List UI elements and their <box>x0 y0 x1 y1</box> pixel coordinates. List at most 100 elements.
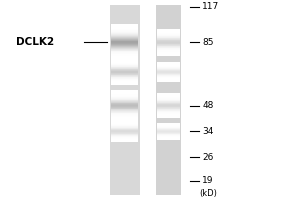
Bar <box>111 125 138 126</box>
Bar <box>111 65 138 66</box>
Bar <box>111 76 138 77</box>
Bar <box>111 134 138 135</box>
Bar <box>111 46 138 47</box>
Bar <box>158 55 180 56</box>
Bar <box>111 124 138 125</box>
Bar <box>158 104 180 105</box>
Bar <box>158 133 180 134</box>
Bar <box>111 53 138 54</box>
Bar <box>111 128 138 129</box>
Bar <box>111 45 138 46</box>
Bar <box>111 101 138 102</box>
Text: 48: 48 <box>202 101 214 110</box>
Bar <box>158 94 180 95</box>
Bar <box>158 47 180 48</box>
Bar <box>111 114 138 115</box>
Bar <box>111 60 138 61</box>
Bar <box>111 63 138 64</box>
Bar <box>111 121 138 122</box>
Bar <box>111 109 138 110</box>
Bar <box>158 106 180 107</box>
Bar <box>158 136 180 137</box>
Bar <box>158 69 180 70</box>
Bar <box>158 129 180 130</box>
Bar <box>158 51 180 52</box>
Bar <box>111 104 138 105</box>
Bar <box>111 118 138 119</box>
Bar <box>111 136 138 137</box>
Bar <box>158 73 180 74</box>
Bar <box>111 96 138 97</box>
Bar <box>158 113 180 114</box>
Bar <box>111 108 138 109</box>
Bar <box>111 36 138 37</box>
Bar <box>158 130 180 131</box>
Bar <box>111 41 138 42</box>
Bar <box>158 102 180 103</box>
Bar <box>158 103 180 104</box>
Text: (kD): (kD) <box>199 189 217 198</box>
Bar <box>111 116 138 117</box>
Bar <box>111 48 138 49</box>
Bar <box>111 27 138 28</box>
Bar <box>158 138 180 139</box>
Bar <box>158 71 180 72</box>
Bar <box>158 96 180 97</box>
Bar <box>111 78 138 79</box>
Bar <box>158 114 180 115</box>
Bar <box>158 54 180 55</box>
Bar <box>158 38 180 39</box>
Bar <box>158 36 180 37</box>
Bar <box>111 62 138 63</box>
Bar <box>111 107 138 108</box>
Bar <box>111 127 138 128</box>
Text: 19: 19 <box>202 176 214 185</box>
Bar <box>111 31 138 32</box>
Bar <box>111 43 138 44</box>
Bar <box>158 105 180 106</box>
Bar <box>111 39 138 40</box>
Bar <box>158 95 180 96</box>
Bar <box>158 46 180 47</box>
Bar <box>158 66 180 67</box>
Bar <box>111 79 138 80</box>
Bar <box>158 80 180 81</box>
Bar <box>111 39 138 41</box>
Bar <box>158 107 180 108</box>
Bar <box>111 49 138 51</box>
Bar <box>111 64 138 65</box>
Bar <box>111 32 138 33</box>
Bar <box>111 122 138 123</box>
Bar <box>111 54 138 55</box>
Bar <box>111 113 138 114</box>
Bar <box>111 90 138 91</box>
Bar <box>158 53 180 54</box>
Bar <box>111 28 138 29</box>
Bar <box>111 70 138 71</box>
Bar <box>111 28 138 30</box>
Bar <box>158 32 180 33</box>
Bar <box>158 31 180 32</box>
Bar <box>111 117 138 118</box>
Bar <box>158 139 180 140</box>
Bar <box>158 64 180 65</box>
Bar <box>111 123 138 124</box>
Bar <box>111 47 138 48</box>
Bar <box>111 131 138 132</box>
Bar <box>158 44 180 45</box>
Bar <box>158 68 180 69</box>
Bar <box>158 99 180 100</box>
Bar <box>111 120 138 121</box>
Bar <box>111 82 138 83</box>
Bar <box>111 98 138 99</box>
Bar <box>110 5 140 195</box>
Bar <box>111 57 138 58</box>
Bar <box>111 68 138 69</box>
Bar <box>158 124 180 125</box>
Bar <box>111 140 138 141</box>
Bar <box>111 77 138 78</box>
Bar <box>111 52 138 53</box>
Bar <box>158 134 180 135</box>
Bar <box>111 80 138 81</box>
Bar <box>158 110 180 111</box>
